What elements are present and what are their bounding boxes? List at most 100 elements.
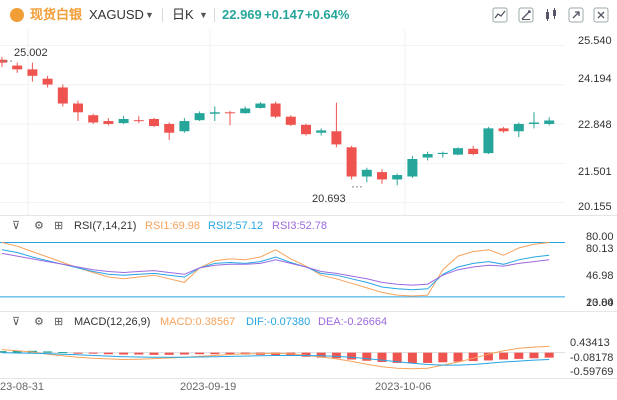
price-change: +0.147 <box>264 7 305 22</box>
rsi-axis-label: 46.98 <box>586 270 614 282</box>
macd-line-dif <box>1 345 550 370</box>
price-axis-label: 24.194 <box>578 73 612 85</box>
panel-divider <box>0 311 617 312</box>
rsi1-value: RSI1:69.98 <box>145 220 201 232</box>
macd-histogram-bar <box>407 352 417 364</box>
candle-body <box>392 175 403 180</box>
candle-body <box>544 120 555 124</box>
drawing-tools-icon[interactable] <box>518 7 534 23</box>
candle-body <box>331 131 342 145</box>
rsi3-value: RSI3:52.78 <box>272 220 328 232</box>
rsi-line-rsi1 <box>1 242 550 297</box>
macd-histogram-bar <box>529 352 539 359</box>
rsi-line-rsi3 <box>1 252 550 286</box>
candle-body <box>149 118 159 127</box>
last-price: 22.969 <box>222 7 262 22</box>
macd-histogram-bar <box>499 352 509 360</box>
candle-body <box>118 118 129 124</box>
rsi-axis-label: 80.13 <box>586 243 614 255</box>
candle-body <box>164 123 175 133</box>
chevron-down-icon[interactable]: ▼ <box>145 10 154 20</box>
divider <box>214 8 215 22</box>
candle-body <box>225 112 235 114</box>
macd-header: ⊽ ⚙ ⊞ MACD(12,26,9) MACD:0.38567 DIF:-0.… <box>0 312 560 332</box>
candle-body <box>285 116 296 125</box>
divider <box>162 8 163 22</box>
macd-histogram-bar <box>468 352 478 362</box>
macd-histogram-bar <box>347 352 357 360</box>
candle-body <box>468 148 479 155</box>
date-axis-label: 2023-09-19 <box>180 381 237 393</box>
candle-body <box>73 103 83 113</box>
panel-divider <box>0 215 617 216</box>
macd-histogram-bar <box>164 352 174 355</box>
symbol-selector[interactable]: XAGUSD <box>89 7 144 22</box>
candlestick-chart[interactable] <box>0 30 617 215</box>
macd-histogram-bar <box>331 352 341 359</box>
macd-histogram-bar <box>195 352 205 355</box>
macd-histogram-bar <box>73 352 83 354</box>
candle-body <box>209 112 220 114</box>
macd-histogram-bar <box>301 352 311 357</box>
compare-icon[interactable] <box>543 7 559 23</box>
macd-axis-label: 0.43413 <box>570 337 610 349</box>
macd-histogram-bar <box>119 352 129 355</box>
candle-body <box>346 147 357 177</box>
candle-body <box>133 120 144 122</box>
macd-histogram-bar <box>12 350 22 353</box>
macd-histogram-bar <box>225 352 235 355</box>
chevron-down-icon[interactable]: ▼ <box>199 10 208 20</box>
fullscreen-icon[interactable] <box>568 7 584 23</box>
candle-body <box>316 130 327 133</box>
price-axis-label: 25.540 <box>578 35 612 47</box>
macd-value: MACD:0.38567 <box>160 316 236 328</box>
candle-body <box>407 158 418 177</box>
candle-body <box>422 154 433 158</box>
macd-line-dea <box>1 352 550 366</box>
low-price-annotation: 20.693 <box>312 193 346 205</box>
chart-type-icon[interactable] <box>492 7 508 23</box>
rsi-axis-label: 80.00 <box>586 231 614 243</box>
price-axis-label: 22.848 <box>578 119 612 131</box>
date-axis-label: 23-08-31 <box>0 381 45 393</box>
instrument-title: 现货白银 <box>30 7 83 22</box>
candle-body <box>498 128 509 132</box>
settings-icon[interactable]: ⚙ <box>34 220 44 232</box>
price-axis-label: 21.501 <box>578 166 612 178</box>
candle-body <box>513 123 524 132</box>
macd-histogram-bar <box>423 352 433 363</box>
settings-icon[interactable]: ⚙ <box>34 316 44 328</box>
candle-body <box>377 172 387 180</box>
toolbar: 现货白银 XAGUSD ▼ 日K ▼ 22.969 +0.147 +0.64% <box>0 0 617 30</box>
macd-histogram-bar <box>0 351 7 353</box>
candle-body <box>255 103 266 108</box>
add-icon[interactable]: ⊞ <box>54 220 64 232</box>
candle-body <box>27 69 38 76</box>
close-icon[interactable] <box>593 7 609 23</box>
macd-histogram-bar <box>362 352 372 361</box>
dea-value: DEA:-0.26664 <box>318 316 388 328</box>
add-icon[interactable]: ⊞ <box>54 316 64 328</box>
candle-body <box>483 128 494 154</box>
collapse-icon[interactable]: ⊽ <box>12 220 21 232</box>
macd-axis-label: -0.08178 <box>570 352 614 364</box>
macd-histogram-bar <box>43 351 53 353</box>
rsi-axis-label: 13.84 <box>586 297 614 309</box>
candle-body <box>301 124 311 135</box>
macd-histogram-bar <box>271 352 281 356</box>
macd-histogram-bar <box>514 352 524 359</box>
rsi2-value: RSI2:57.12 <box>208 220 264 232</box>
macd-histogram-bar <box>544 352 554 358</box>
rsi-header: ⊽ ⚙ ⊞ RSI(7,14,21) RSI1:69.98 RSI2:57.12… <box>0 216 560 236</box>
collapse-icon[interactable]: ⊽ <box>12 316 21 328</box>
macd-histogram-bar <box>438 352 448 363</box>
candle-body <box>453 148 463 155</box>
macd-histogram-bar <box>210 352 220 355</box>
macd-histogram-bar <box>392 352 402 363</box>
candle-body <box>57 87 68 104</box>
macd-chart <box>0 345 565 370</box>
macd-histogram-bar <box>179 352 189 355</box>
rsi-label: RSI(7,14,21) <box>74 220 137 232</box>
macd-histogram-bar <box>58 352 68 354</box>
interval-selector[interactable]: 日K <box>172 7 194 22</box>
